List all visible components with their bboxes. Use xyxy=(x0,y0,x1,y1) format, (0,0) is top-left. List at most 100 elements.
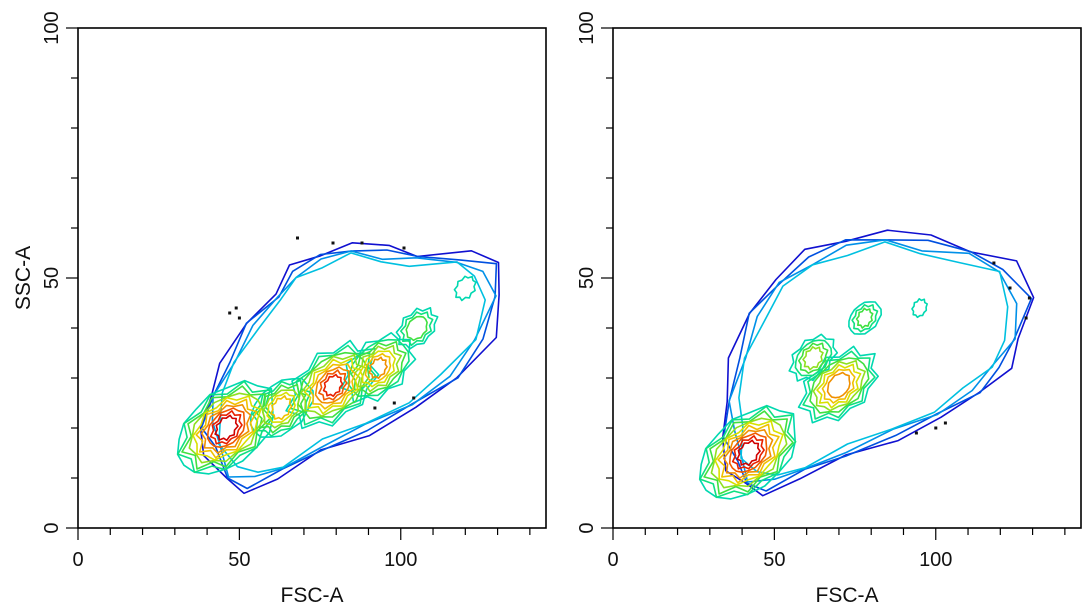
contour-level-4-peak-4 xyxy=(911,297,929,319)
x-tick-label: 50 xyxy=(228,549,250,571)
contour-plot-left: 0 50 100 0 50 100 FSC-A SSC-A xyxy=(12,11,547,607)
outlier-point xyxy=(228,311,232,315)
x-axis-title-left: FSC-A xyxy=(281,584,344,607)
contour-level-7-peak-3 xyxy=(261,389,301,429)
contour-level-4-peak-2 xyxy=(340,331,417,404)
outlier-point xyxy=(331,241,335,245)
outlier-point xyxy=(1008,286,1012,290)
outlier-points-right xyxy=(914,261,1031,435)
contour-level-9-peak-0 xyxy=(195,398,258,459)
contour-level-8-peak-1 xyxy=(303,357,363,415)
outlier-point xyxy=(360,241,364,245)
contour-layer-right xyxy=(698,229,1035,500)
contour-level-0 xyxy=(199,242,500,495)
x-axis-title-right: FSC-A xyxy=(816,584,879,607)
contour-level-9-peak-2 xyxy=(364,352,392,383)
contour-level-10-peak-2 xyxy=(368,356,388,380)
contour-level-7-peak-1 xyxy=(812,359,866,412)
contour-level-2 xyxy=(211,250,497,478)
outlier-point xyxy=(992,261,996,265)
contour-level-7-peak-0 xyxy=(710,417,788,489)
contour-level-6-peak-1 xyxy=(809,357,870,414)
contour-level-6-peak-3 xyxy=(255,383,307,434)
contour-level-8-peak-0 xyxy=(192,395,262,461)
contour-level-7-peak-2 xyxy=(354,344,403,393)
y-tick-label: 100 xyxy=(576,11,598,44)
contour-level-4-peak-4 xyxy=(395,306,439,350)
y-axis-title-left: SSC-A xyxy=(12,246,35,310)
contour-level-8-peak-3 xyxy=(266,391,296,424)
outlier-point xyxy=(234,306,238,310)
contour-level-5-peak-2 xyxy=(794,339,833,377)
contour-level-9-peak-1 xyxy=(821,368,856,404)
contour-level-9-peak-1 xyxy=(309,363,356,410)
outlier-point xyxy=(412,396,416,400)
outlier-point xyxy=(943,421,947,425)
contour-level-11-peak-1 xyxy=(318,369,348,401)
contour-level-5-peak-0 xyxy=(699,405,797,499)
outlier-point xyxy=(296,236,299,240)
outlier-point xyxy=(373,406,377,410)
contour-level-1 xyxy=(200,249,498,490)
contour-level-11-peak-0 xyxy=(206,407,246,449)
y-tick-label: 0 xyxy=(41,522,63,533)
contour-level-6-peak-4 xyxy=(405,315,428,342)
contour-level-10-peak-0 xyxy=(722,428,774,479)
outlier-points-left xyxy=(228,236,416,410)
contour-level-4-peak-1 xyxy=(797,345,880,424)
contour-layer-left xyxy=(176,242,500,495)
contour-level-2 xyxy=(728,239,1018,483)
outlier-point xyxy=(392,401,396,405)
outlier-point xyxy=(934,426,938,430)
contour-level-5-peak-1 xyxy=(802,350,876,420)
contour-level-5-peak-2 xyxy=(347,338,410,398)
contour-level-5-peak-4 xyxy=(399,311,434,347)
tick-labels-left: 0 50 100 0 50 100 xyxy=(41,11,417,571)
contour-plot-right: 0 50 100 0 50 100 FSC-A xyxy=(576,11,1082,607)
contour-level-7-peak-1 xyxy=(300,354,367,418)
contour-level-5-peak-0 xyxy=(177,380,275,474)
contour-level-10-peak-1 xyxy=(826,371,851,399)
x-tick-label: 50 xyxy=(763,549,785,571)
contour-level-10-peak-0 xyxy=(200,403,252,454)
y-tick-label: 50 xyxy=(576,267,598,289)
outlier-point xyxy=(402,246,406,250)
contour-level-6-peak-3 xyxy=(855,307,874,329)
contour-level-12-peak-0 xyxy=(731,435,765,470)
x-tick-label: 100 xyxy=(384,549,417,571)
x-tick-label: 100 xyxy=(919,549,952,571)
y-tick-label: 0 xyxy=(576,522,598,533)
contour-level-7-peak-0 xyxy=(188,392,266,464)
y-tick-label: 50 xyxy=(41,267,63,289)
contour-level-8-peak-0 xyxy=(714,420,784,486)
outlier-point xyxy=(1027,296,1031,300)
contour-level-9-peak-3 xyxy=(270,395,293,421)
contour-level-3 xyxy=(218,252,487,474)
contour-level-4-peak-5 xyxy=(453,275,477,302)
contour-level-6-peak-0 xyxy=(703,410,794,495)
contour-level-6-peak-0 xyxy=(181,385,272,470)
contour-level-3 xyxy=(738,241,1009,476)
contour-level-4-peak-2 xyxy=(788,333,839,382)
x-tick-label: 0 xyxy=(72,549,83,571)
contour-level-5-peak-3 xyxy=(851,303,879,333)
tick-labels-right: 0 50 100 0 50 100 xyxy=(576,11,952,571)
contour-level-1 xyxy=(722,239,1033,492)
contour-level-7-peak-2 xyxy=(802,346,824,371)
tick-marks-left xyxy=(66,27,531,540)
contour-level-8-peak-1 xyxy=(816,363,862,409)
outlier-point xyxy=(1024,316,1028,320)
contour-level-12-peak-0 xyxy=(209,410,243,445)
x-tick-label: 0 xyxy=(607,549,618,571)
outlier-point xyxy=(914,431,918,435)
y-tick-label: 100 xyxy=(41,11,63,44)
contour-level-8-peak-2 xyxy=(359,350,397,388)
contour-level-11-peak-0 xyxy=(728,432,768,474)
contour-level-6-peak-2 xyxy=(797,342,829,375)
contour-level-10-peak-1 xyxy=(314,366,351,404)
contour-level-4-peak-1 xyxy=(285,339,380,430)
contour-level-0 xyxy=(721,229,1035,497)
contour-level-9-peak-0 xyxy=(717,423,780,484)
contour-level-13-peak-0 xyxy=(214,414,239,442)
